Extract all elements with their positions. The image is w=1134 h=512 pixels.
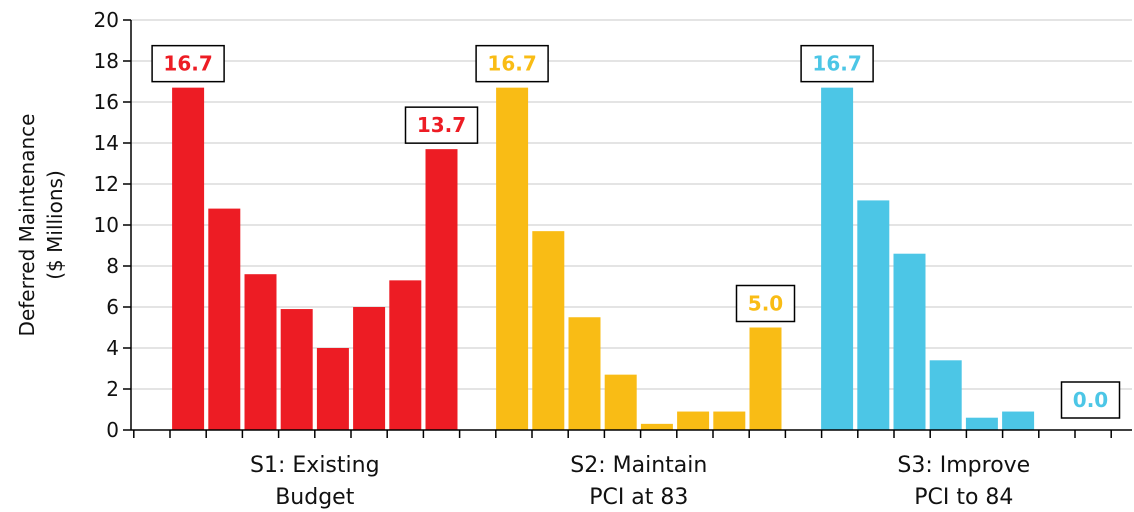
y-tick-label: 4 [106,336,119,360]
bar [857,200,890,430]
group-label-line: S1: Existing [250,453,380,478]
bar [568,317,601,430]
bar [532,231,565,430]
y-tick-label: 0 [106,418,119,442]
y-tick-label: 6 [106,295,119,319]
y-tick-label: 16 [94,90,119,114]
callout-value: 16.7 [487,52,536,76]
bar [172,87,205,431]
callout-box [735,284,796,323]
bar [640,423,673,430]
value-callouts: 16.7 13.7 16.7 5.0 16.7 0.0 [151,44,1121,419]
value-callout: 5.0 [735,284,796,323]
y-axis-title-line: ($ Millions) [43,170,67,280]
callout-box [1060,381,1121,419]
value-callout: 16.7 [800,44,874,83]
callout-value: 16.7 [812,52,861,76]
value-callout: 13.7 [404,106,479,144]
bar [929,360,962,430]
bar [821,87,854,431]
y-tick-label: 18 [94,49,119,73]
bar [208,208,241,430]
bar [1002,411,1035,430]
bar [713,411,746,430]
bars [172,87,1035,431]
group-label-line: S2: Maintain [570,453,707,478]
y-tick-label: 12 [94,172,119,196]
y-axis-ticks: 0 2 4 6 8 10 12 14 16 18 20 [94,8,131,442]
callout-value: 0.0 [1073,388,1108,412]
value-callout: 0.0 [1060,381,1121,419]
y-tick-label: 20 [94,8,119,32]
bar [604,374,637,430]
bar [389,280,422,430]
bar [965,417,998,430]
callout-value: 16.7 [163,52,212,76]
y-tick-label: 10 [94,213,119,237]
value-callout: 16.7 [475,44,549,83]
bar [316,348,349,430]
bar [353,307,386,430]
callout-value: 5.0 [748,292,783,316]
bar [496,87,529,431]
y-axis-title: Deferred Maintenance ($ Millions) [15,114,67,337]
callout-box [404,106,479,144]
y-tick-label: 2 [106,377,119,401]
y-tick-label: 14 [94,131,119,155]
group-label-line: PCI to 84 [914,485,1013,510]
y-tick-label: 8 [106,254,119,278]
value-callout: 16.7 [151,44,225,83]
bar [677,411,710,430]
bar [893,253,926,430]
group-label-line: PCI at 83 [589,485,688,510]
callout-value: 13.7 [417,113,466,137]
bar [244,274,277,430]
group-label-line: Budget [275,485,355,510]
bar [749,327,782,430]
x-axis-ticks [133,430,1112,438]
bar [425,149,458,430]
group-labels: S1: Existing Budget S2: Maintain PCI at 83 S… [250,453,1030,510]
group-label-line: S3: Improve [897,453,1030,478]
callout-box [475,44,549,83]
y-axis-title-line: Deferred Maintenance [15,114,39,337]
callout-box [800,44,874,83]
callout-box [151,44,225,83]
bar [280,309,313,430]
